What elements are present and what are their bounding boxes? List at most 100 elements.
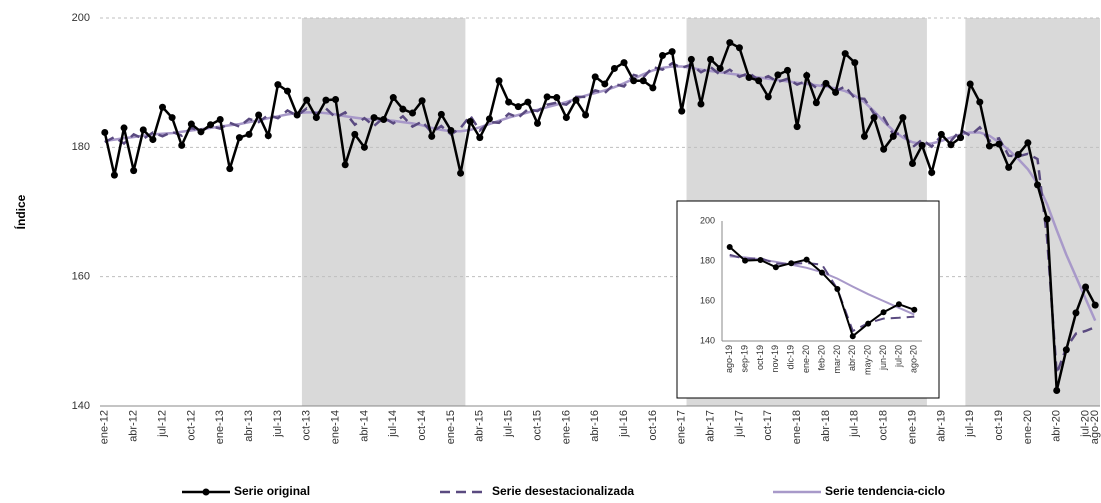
y-tick-label: 140 xyxy=(72,400,90,412)
data-point xyxy=(895,301,902,308)
data-point xyxy=(966,80,974,88)
shaded-period xyxy=(301,18,466,406)
legend-marker xyxy=(202,488,210,496)
data-point xyxy=(399,105,407,113)
data-point xyxy=(865,320,872,327)
y-tick-label: 200 xyxy=(72,12,90,24)
x-tick-label: jul-18 xyxy=(849,410,861,438)
x-tick-label: abr-20 xyxy=(847,345,857,371)
x-tick-label: oct-16 xyxy=(647,410,659,441)
x-tick-label: dic-19 xyxy=(786,345,796,370)
x-tick-label: sep-19 xyxy=(739,345,749,373)
x-tick-label: ago-20 xyxy=(1089,410,1101,444)
x-tick-label: abr-13 xyxy=(243,410,255,442)
data-point xyxy=(755,77,763,85)
y-tick-label: 160 xyxy=(700,295,715,305)
data-point xyxy=(697,100,705,108)
data-point xyxy=(360,143,368,151)
data-point xyxy=(678,107,686,115)
y-tick-label: 180 xyxy=(72,141,90,153)
x-tick-label: jul-12 xyxy=(156,410,168,438)
data-point xyxy=(1072,309,1080,317)
data-point xyxy=(380,116,388,124)
data-point xyxy=(707,55,715,63)
x-tick-label: ene-14 xyxy=(329,410,341,444)
data-point xyxy=(341,161,349,169)
data-point xyxy=(409,109,416,117)
x-tick-label: abr-15 xyxy=(474,410,486,442)
data-point xyxy=(849,333,856,340)
legend-label: Serie tendencia-ciclo xyxy=(825,484,945,498)
data-point xyxy=(582,111,590,119)
data-point xyxy=(255,111,263,119)
x-tick-label: abr-20 xyxy=(1051,410,1063,442)
x-tick-label: abr-16 xyxy=(589,410,601,442)
data-point xyxy=(880,145,888,153)
data-point xyxy=(610,64,618,72)
x-tick-label: ene-19 xyxy=(906,410,918,444)
series-line xyxy=(104,61,1096,375)
x-tick-label: oct-19 xyxy=(993,410,1005,441)
data-point xyxy=(543,93,551,101)
x-tick-label: jul-16 xyxy=(618,410,630,438)
x-tick-label: oct-13 xyxy=(301,410,313,441)
data-point xyxy=(620,59,628,67)
x-tick-label: oct-17 xyxy=(762,410,774,441)
data-point xyxy=(351,130,359,138)
data-point xyxy=(284,87,291,95)
x-tick-label: jul-13 xyxy=(272,410,284,438)
data-point xyxy=(187,120,195,128)
data-point xyxy=(1062,346,1070,354)
data-point xyxy=(207,121,215,129)
data-point xyxy=(562,114,570,122)
data-point xyxy=(1091,301,1099,309)
y-tick-label: 200 xyxy=(700,215,715,225)
data-point xyxy=(784,66,791,74)
data-point xyxy=(774,71,782,79)
data-point xyxy=(466,117,474,125)
data-point xyxy=(370,114,378,122)
data-point xyxy=(457,169,465,177)
data-point xyxy=(735,44,743,52)
data-point xyxy=(860,132,868,140)
x-tick-label: ene-18 xyxy=(791,410,803,444)
data-point xyxy=(553,94,561,102)
data-point xyxy=(389,94,397,102)
data-point xyxy=(572,96,580,104)
x-tick-label: jul-20 xyxy=(1079,410,1091,438)
data-point xyxy=(1005,163,1013,171)
data-point xyxy=(947,141,955,149)
data-point xyxy=(293,111,301,119)
x-tick-label: jul-15 xyxy=(503,410,515,438)
x-tick-label: abr-12 xyxy=(128,410,140,442)
data-point xyxy=(834,286,841,292)
x-tick-label: jul-19 xyxy=(964,410,976,438)
data-point xyxy=(216,116,224,124)
data-point xyxy=(803,256,810,263)
data-point xyxy=(197,128,205,136)
x-tick-label: abr-19 xyxy=(935,410,947,442)
x-tick-label: jul-20 xyxy=(893,345,903,368)
data-point xyxy=(322,96,330,104)
data-point xyxy=(757,257,764,263)
data-point xyxy=(149,136,157,144)
data-point xyxy=(1024,139,1032,147)
data-point xyxy=(812,99,820,107)
data-point xyxy=(742,257,749,264)
data-point xyxy=(274,81,282,89)
x-tick-label: oct-12 xyxy=(185,410,197,441)
data-point xyxy=(1082,283,1090,291)
x-tick-label: abr-18 xyxy=(820,410,832,442)
x-tick-label: ene-13 xyxy=(214,410,226,444)
legend-label: Serie original xyxy=(234,484,310,498)
data-point xyxy=(534,119,541,127)
data-point xyxy=(668,48,676,56)
data-point xyxy=(235,134,243,142)
data-point xyxy=(130,167,138,175)
data-point xyxy=(178,141,186,149)
series-line xyxy=(729,253,915,333)
data-point xyxy=(832,88,840,96)
data-point xyxy=(726,244,733,250)
data-point xyxy=(639,77,647,85)
